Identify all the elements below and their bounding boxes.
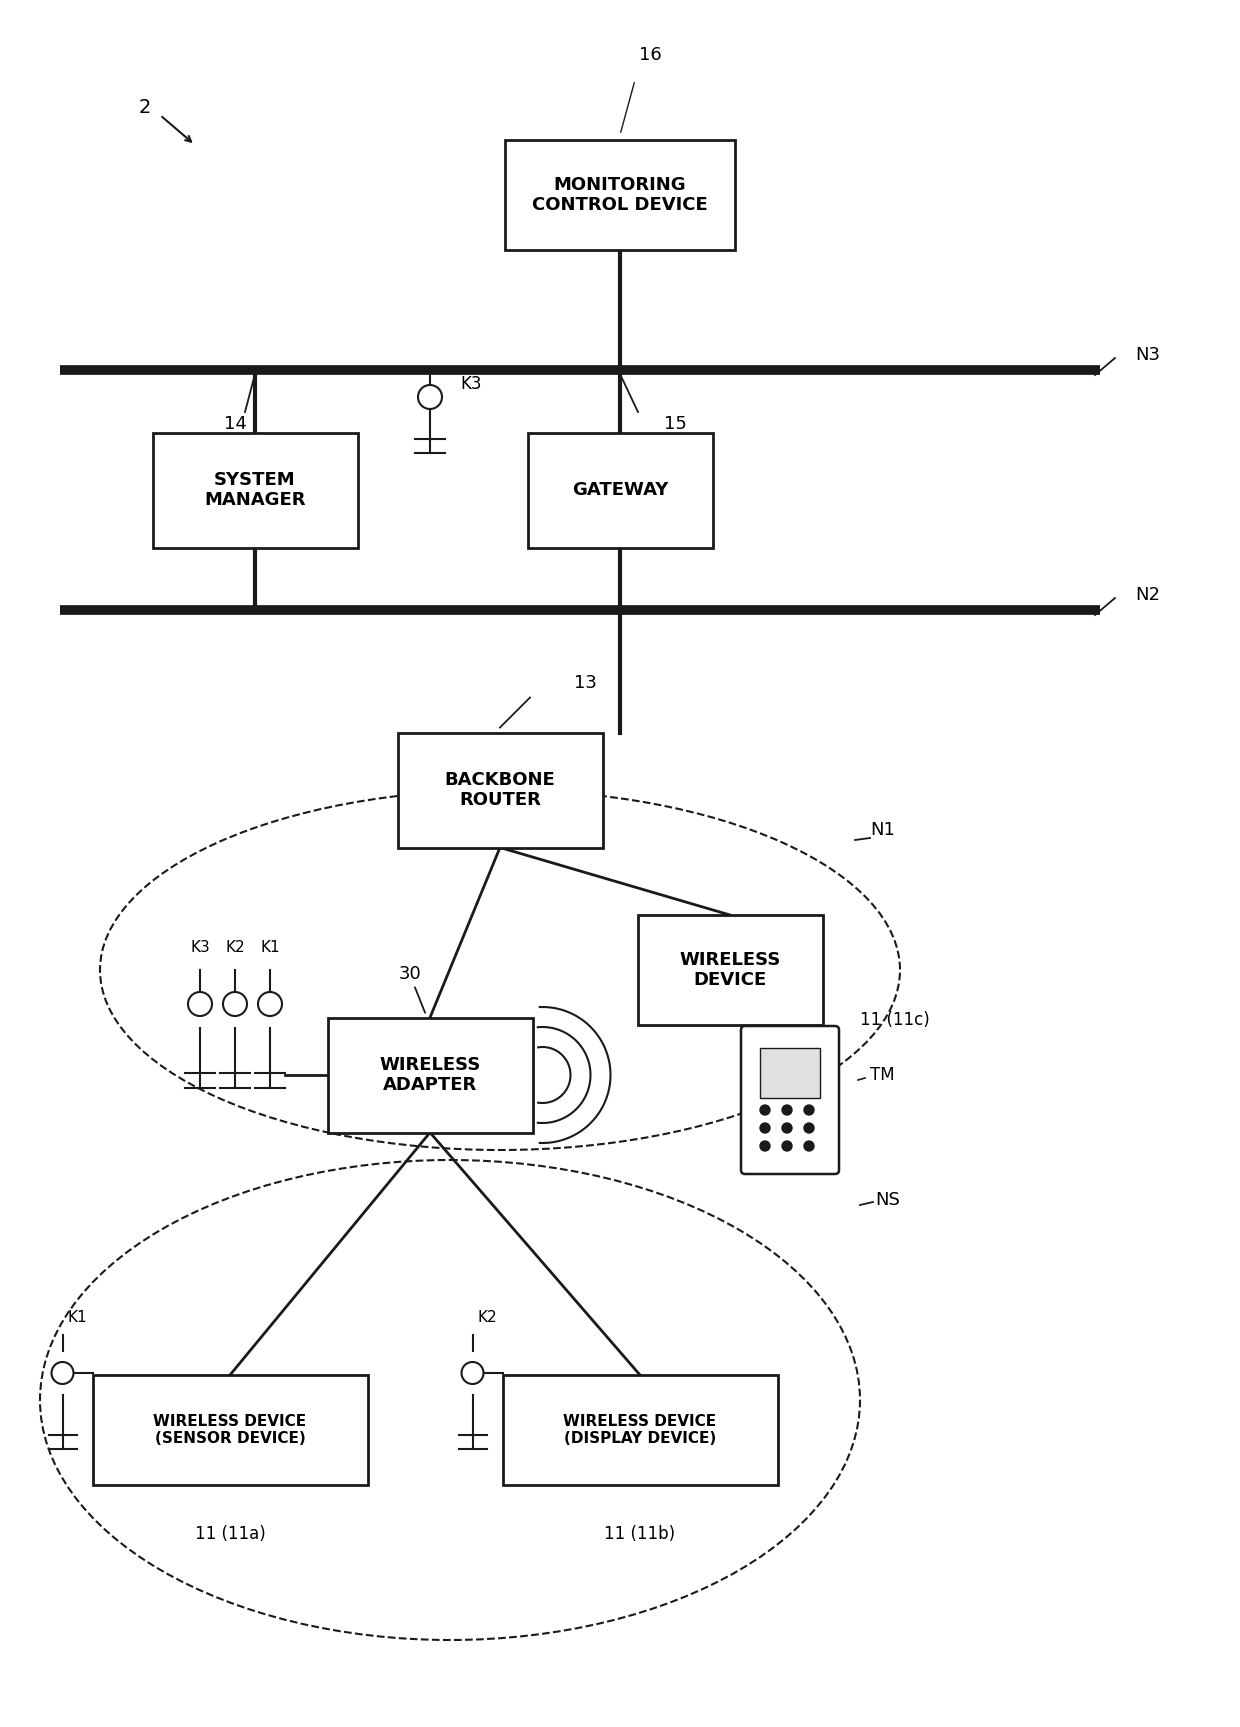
Text: WIRELESS
ADAPTER: WIRELESS ADAPTER: [379, 1055, 481, 1095]
Text: 11 (11c): 11 (11c): [861, 1010, 930, 1029]
Text: N3: N3: [1135, 345, 1159, 364]
FancyBboxPatch shape: [637, 915, 822, 1026]
Text: 16: 16: [639, 47, 661, 64]
Text: WIRELESS DEVICE
(DISPLAY DEVICE): WIRELESS DEVICE (DISPLAY DEVICE): [563, 1414, 717, 1445]
Text: TM: TM: [870, 1066, 894, 1085]
Text: WIRELESS
DEVICE: WIRELESS DEVICE: [680, 950, 781, 990]
Text: 2: 2: [139, 97, 151, 116]
Circle shape: [760, 1123, 770, 1133]
Circle shape: [760, 1105, 770, 1116]
Text: 15: 15: [663, 414, 687, 433]
Text: BACKBONE
ROUTER: BACKBONE ROUTER: [445, 770, 556, 810]
Text: MONITORING
CONTROL DEVICE: MONITORING CONTROL DEVICE: [532, 176, 708, 214]
Text: K2: K2: [226, 939, 244, 955]
Text: K2: K2: [477, 1311, 497, 1325]
Text: GATEWAY: GATEWAY: [572, 482, 668, 499]
FancyBboxPatch shape: [760, 1048, 820, 1098]
FancyBboxPatch shape: [93, 1375, 367, 1485]
Text: SYSTEM
MANAGER: SYSTEM MANAGER: [205, 470, 306, 509]
Text: 30: 30: [398, 964, 422, 983]
FancyBboxPatch shape: [153, 432, 357, 547]
FancyBboxPatch shape: [527, 432, 713, 547]
Text: N1: N1: [870, 820, 895, 839]
Text: K3: K3: [460, 375, 481, 394]
FancyBboxPatch shape: [398, 732, 603, 848]
FancyBboxPatch shape: [502, 1375, 777, 1485]
Text: K1: K1: [67, 1311, 87, 1325]
Text: K1: K1: [260, 939, 280, 955]
Circle shape: [804, 1142, 813, 1150]
FancyBboxPatch shape: [505, 140, 735, 250]
Text: WIRELESS DEVICE
(SENSOR DEVICE): WIRELESS DEVICE (SENSOR DEVICE): [154, 1414, 306, 1445]
Text: N2: N2: [1135, 585, 1159, 604]
Circle shape: [782, 1142, 792, 1150]
FancyBboxPatch shape: [327, 1017, 532, 1133]
Circle shape: [804, 1123, 813, 1133]
Circle shape: [782, 1123, 792, 1133]
Text: 14: 14: [223, 414, 247, 433]
Text: K3: K3: [190, 939, 210, 955]
Text: 11 (11a): 11 (11a): [195, 1525, 265, 1542]
Text: 11 (11b): 11 (11b): [604, 1525, 676, 1542]
FancyBboxPatch shape: [742, 1026, 839, 1174]
Text: 13: 13: [574, 675, 596, 693]
Text: NS: NS: [875, 1192, 900, 1209]
Circle shape: [804, 1105, 813, 1116]
Circle shape: [782, 1105, 792, 1116]
Circle shape: [760, 1142, 770, 1150]
